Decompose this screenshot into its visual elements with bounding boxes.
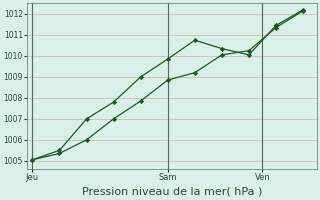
X-axis label: Pression niveau de la mer( hPa ): Pression niveau de la mer( hPa ) bbox=[82, 187, 262, 197]
